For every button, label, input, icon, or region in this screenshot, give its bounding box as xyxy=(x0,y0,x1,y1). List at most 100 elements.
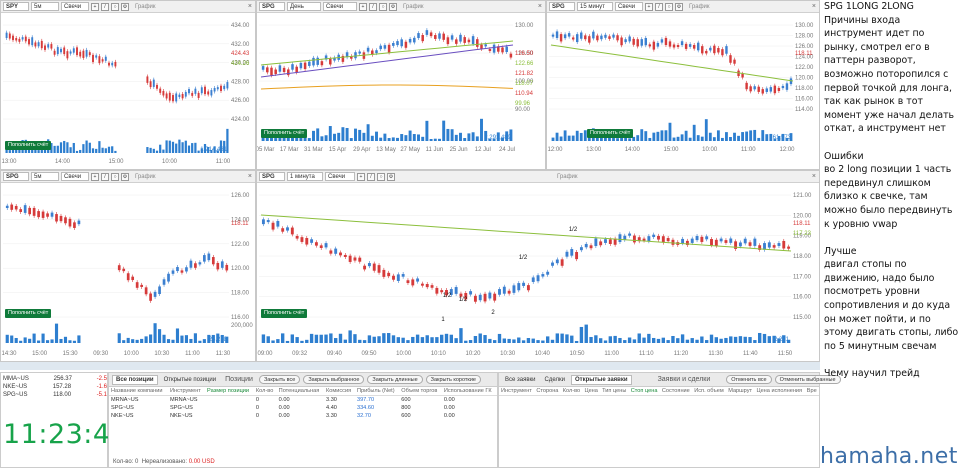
settings-icon[interactable]: ⚙ xyxy=(675,2,683,11)
symbol-field[interactable]: SPG xyxy=(259,172,285,181)
chart-canvas[interactable]: 126.00 124.00 122.00 120.00 118.00 116.00 14:3… xyxy=(1,171,256,362)
chart-canvas[interactable]: 130.00 128.00 126.00 124.00 122.00 120.00 118.… xyxy=(547,1,820,170)
chart-type-select[interactable]: Свечи xyxy=(615,2,643,11)
chart-type-select[interactable]: Свечи xyxy=(325,172,355,181)
col-header[interactable]: Тип цены xyxy=(600,387,629,396)
crosshair-icon[interactable]: + xyxy=(91,2,99,11)
symbol-field[interactable]: SPY xyxy=(3,2,29,11)
interval-select[interactable]: 1 минута xyxy=(287,172,323,181)
col-header[interactable]: Стоп цена xyxy=(628,387,660,396)
tab-all-orders[interactable]: Все заявки xyxy=(505,376,536,383)
symbol-field[interactable]: SPG xyxy=(549,2,575,11)
col-header[interactable]: Название компании xyxy=(109,387,168,396)
deposit-button[interactable]: Пополнить счёт xyxy=(261,129,308,138)
tab-all-positions[interactable]: Все позиции xyxy=(112,374,158,385)
close-icon[interactable]: × xyxy=(247,173,252,180)
cancel-all-button[interactable]: Отменить все xyxy=(726,375,772,384)
crosshair-icon[interactable]: + xyxy=(91,172,99,181)
settings-icon[interactable]: ⚙ xyxy=(389,2,397,11)
col-header[interactable]: Кол-во xyxy=(560,387,583,396)
table-row[interactable]: SPG~US SPG~US 0 0.00 4.40 334.60 800 0.00 xyxy=(109,404,497,412)
col-header[interactable]: Маршрут xyxy=(726,387,755,396)
watch-row[interactable]: NKE~US 157.28 -1.6 xyxy=(3,383,107,391)
table-row[interactable]: NKE~US NKE~US 0 0.00 3.30 32.70 600 0.00 xyxy=(109,412,497,420)
col-header[interactable]: Размер позиции xyxy=(205,387,254,396)
chart-canvas[interactable]: 121.00 120.00 119.00 118.00 117.00 116.00 115.… xyxy=(257,171,820,362)
crosshair-icon[interactable]: + xyxy=(359,2,367,11)
volume-bar xyxy=(501,137,504,141)
deposit-button[interactable]: Пополнить счёт xyxy=(5,309,52,318)
deposit-button[interactable]: Пополнить счёт xyxy=(261,309,308,318)
time-scrollbar[interactable] xyxy=(0,362,820,370)
col-header[interactable]: Инструмент xyxy=(167,387,206,396)
col-header[interactable]: Вре xyxy=(804,387,819,396)
settings-icon[interactable]: ⚙ xyxy=(121,172,129,181)
interval-select[interactable]: 5м xyxy=(31,172,59,181)
interval-select[interactable]: 5м xyxy=(31,2,59,11)
search-icon[interactable]: ○ xyxy=(111,2,119,11)
candle xyxy=(28,207,31,215)
tab-open-positions[interactable]: Открытые позиции xyxy=(163,376,217,383)
close-icon[interactable]: × xyxy=(811,3,816,10)
symbol-field[interactable]: SPG xyxy=(259,2,285,11)
col-header[interactable]: Состояние xyxy=(659,387,693,396)
volume-bar xyxy=(761,130,765,141)
pencil-icon[interactable]: / xyxy=(101,172,109,181)
tab-open-orders[interactable]: Открытые заявки xyxy=(570,374,632,385)
col-header[interactable]: Инструмент xyxy=(499,387,535,396)
footer-unreal-label: Нереализовано: xyxy=(141,459,188,465)
volume-bar xyxy=(126,337,130,343)
cancel-selected-button[interactable]: Отменить выбранные xyxy=(774,375,841,384)
chart-type-select[interactable]: Свечи xyxy=(61,2,89,11)
close-icon[interactable]: × xyxy=(811,173,816,180)
search-icon[interactable]: ○ xyxy=(111,172,119,181)
table-row[interactable]: MRNA~US MRNA~US 0 0.00 3.30 397.70 600 0.00 xyxy=(109,396,497,405)
deposit-button[interactable]: Пополнить счёт xyxy=(5,141,52,150)
chart-type-select[interactable]: Свечи xyxy=(61,172,89,181)
close-icon[interactable]: × xyxy=(247,3,252,10)
deposit-button[interactable]: Пополнить счёт xyxy=(587,129,634,138)
col-header[interactable]: Исп. объем xyxy=(692,387,727,396)
close-selected-button[interactable]: Закрыть выбранное xyxy=(303,375,365,384)
chart-type-select[interactable]: Свечи xyxy=(323,2,357,11)
volume-bar xyxy=(781,133,785,141)
col-header[interactable]: Комиссия xyxy=(324,387,355,396)
settings-icon[interactable]: ⚙ xyxy=(121,2,129,11)
crosshair-icon[interactable]: + xyxy=(357,172,365,181)
tab-deals[interactable]: Сделки xyxy=(544,376,565,383)
watch-row[interactable]: MMA~US 256.37 -2.5 xyxy=(3,375,107,383)
chart-canvas[interactable]: 130.00 110.00 100.00 90.00 05 Mar 17 Mar 31 Ma… xyxy=(257,1,546,170)
col-header[interactable]: Прибыль (Net) xyxy=(354,387,400,396)
x-tick-label: 17 Mar xyxy=(280,147,299,153)
pencil-icon[interactable]: / xyxy=(101,2,109,11)
tab-orders-and-deals[interactable]: Заявки и сделки xyxy=(657,376,711,383)
search-icon[interactable]: ○ xyxy=(379,2,387,11)
pencil-icon[interactable]: / xyxy=(367,172,375,181)
pencil-icon[interactable]: / xyxy=(655,2,663,11)
col-header[interactable]: Кол-во xyxy=(253,387,277,396)
tab-positions[interactable]: Позиции xyxy=(225,376,253,383)
col-header[interactable]: Использование ГК xyxy=(441,387,497,396)
close-icon[interactable]: × xyxy=(537,3,542,10)
col-header[interactable]: Цена xyxy=(582,387,601,396)
interval-select[interactable]: День xyxy=(287,2,321,11)
watch-row[interactable]: SPG~US 118.00 -5.1 xyxy=(3,391,107,399)
close-all-button[interactable]: Закрыть все xyxy=(258,375,301,384)
y-tick-label: 124.00 xyxy=(795,55,814,61)
col-header[interactable]: Сторона xyxy=(534,387,561,396)
close-short-button[interactable]: Закрыть короткие xyxy=(425,375,481,384)
candle xyxy=(666,238,670,242)
candle xyxy=(216,87,219,90)
search-icon[interactable]: ○ xyxy=(665,2,673,11)
close-long-button[interactable]: Закрыть длинные xyxy=(367,375,423,384)
symbol-field[interactable]: SPG xyxy=(3,172,29,181)
col-header[interactable]: Объем торгов xyxy=(399,387,442,396)
crosshair-icon[interactable]: + xyxy=(645,2,653,11)
col-header[interactable]: Потенциальная xyxy=(276,387,325,396)
settings-icon[interactable]: ⚙ xyxy=(387,172,395,181)
interval-select[interactable]: 15 минут xyxy=(577,2,613,11)
search-icon[interactable]: ○ xyxy=(377,172,385,181)
pencil-icon[interactable]: / xyxy=(369,2,377,11)
candle xyxy=(536,275,540,282)
col-header[interactable]: Цена исполнения xyxy=(754,387,805,396)
